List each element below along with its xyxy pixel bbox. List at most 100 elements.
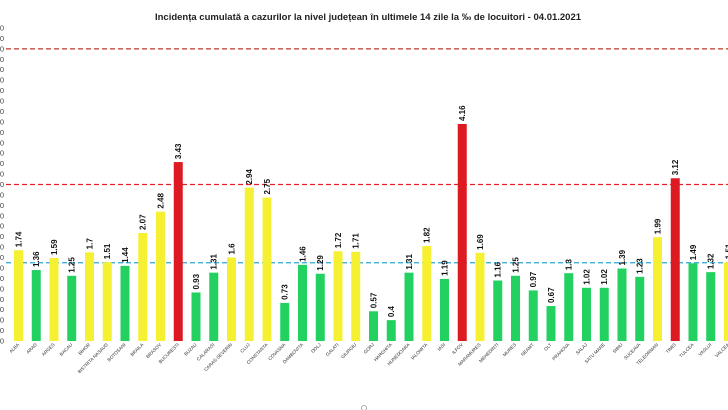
bar-gorj	[369, 311, 378, 341]
value-label: 1.99	[654, 218, 663, 234]
value-label: 1.46	[299, 246, 308, 262]
bar-satu-mare	[599, 287, 609, 341]
value-label: 2.75	[263, 178, 272, 194]
value-label: 1.6	[228, 243, 237, 255]
x-tick-label: ARGES	[41, 342, 56, 357]
y-tick-label: 2.60	[0, 201, 4, 210]
value-label: 1.82	[423, 227, 432, 243]
x-tick-label: NEAMT	[520, 342, 535, 357]
x-tick-label: BOTOSANI	[106, 342, 126, 362]
value-label: 0.97	[529, 271, 538, 287]
bar-buzau	[191, 292, 201, 341]
value-label: 1.02	[600, 269, 609, 285]
value-labels: 1.74 1.36 1.59 1.25 1.7 1.51 1.44 2.07 2.48 3.43 0…	[15, 105, 728, 317]
value-label: 1.16	[494, 261, 503, 277]
value-label: 1.31	[405, 254, 414, 270]
bar-valcea	[724, 262, 728, 341]
x-tick-label: BUZAU	[183, 342, 198, 357]
y-tick-label: 3.20	[0, 170, 4, 179]
value-label: 1.51	[725, 243, 728, 259]
value-label: 1.25	[68, 257, 77, 273]
x-tick-label: IASI	[437, 342, 447, 352]
value-label: 1.51	[103, 243, 112, 259]
value-label: 2.94	[245, 169, 254, 185]
y-tick-label: 0.00	[0, 337, 4, 346]
y-tick-label: 5.20	[0, 65, 4, 74]
value-label: 1.59	[50, 239, 59, 255]
y-tick-label: 2.00	[0, 232, 4, 241]
y-tick-label: 2.80	[0, 190, 4, 199]
bar-neamt	[528, 290, 538, 341]
bar-giurgiu	[351, 251, 361, 341]
value-label: 2.48	[157, 193, 166, 209]
value-label: 1.49	[689, 244, 698, 260]
y-tick-label: 1.80	[0, 243, 4, 252]
x-tick-label: BISTRITA NASAUD	[77, 342, 110, 375]
value-label: 1.23	[636, 258, 645, 274]
x-tick-label: DOLJ	[310, 342, 322, 354]
bar-salaj	[582, 287, 591, 341]
y-tick-label: 5.40	[0, 55, 4, 64]
x-tick-label: BIHOR	[77, 342, 91, 356]
x-tick-label: BRASOV	[145, 342, 163, 360]
bar-prahova	[564, 273, 574, 341]
y-tick-label: 1.40	[0, 263, 4, 272]
x-tick-label: IALOMITA	[410, 342, 429, 361]
value-label: 1.69	[476, 234, 485, 250]
x-tick-label: OLT	[543, 342, 553, 352]
y-tick-label: 6.00	[0, 24, 4, 33]
bar-dambovita	[298, 264, 307, 341]
bar-calarasi	[209, 272, 219, 341]
bar-galati	[333, 251, 343, 341]
x-tick-label: ILFOV	[451, 342, 465, 356]
y-tick-label: 1.20	[0, 274, 4, 283]
y-tick-label: 5.60	[0, 44, 4, 53]
bar-bistrita-nasaud	[102, 262, 112, 341]
bar-braila	[138, 233, 148, 341]
x-tick-label: GALATI	[325, 342, 340, 357]
bar-sibiu	[617, 268, 627, 341]
bar-bihor	[85, 252, 94, 341]
bar-constanta	[262, 197, 272, 341]
bar-mehedinti	[493, 280, 503, 341]
x-tick-label: PRAHOVA	[551, 342, 571, 362]
y-tick-label: 1.60	[0, 253, 4, 262]
bar-vaslui	[706, 272, 716, 341]
bar-botosani	[120, 265, 130, 341]
y-tick-label: 4.80	[0, 86, 4, 95]
x-tick-label: SIBIU	[612, 342, 624, 354]
y-tick-label: 3.60	[0, 149, 4, 158]
bar-timis	[670, 178, 680, 341]
value-label: 1.02	[583, 269, 592, 285]
bar-tulcea	[688, 263, 698, 341]
scroll-handle[interactable]	[361, 405, 367, 410]
bar-arad	[31, 270, 41, 341]
bar-ialomita	[422, 246, 432, 341]
y-tick-label: 0.40	[0, 316, 4, 325]
bar-caras-severin	[227, 257, 236, 341]
bar-suceava	[635, 276, 645, 341]
x-tick-label: VALCEA	[714, 342, 728, 359]
value-label: 1.19	[441, 260, 450, 276]
y-tick-label: 3.80	[0, 138, 4, 147]
bar-alba	[14, 250, 23, 341]
x-tick-label: ARAD	[25, 342, 38, 355]
y-tick-label: 0.60	[0, 305, 4, 314]
y-tick-label: 2.20	[0, 222, 4, 231]
value-label: 0.93	[192, 273, 201, 289]
bar-bucuresti	[173, 162, 183, 341]
y-tick-label: 4.40	[0, 107, 4, 116]
value-label: 2.07	[139, 214, 148, 230]
x-tick-label: BACAU	[59, 342, 74, 357]
bar-hunedoara	[404, 272, 414, 341]
x-tick-label: GORJ	[363, 342, 376, 355]
bar-covasna	[280, 302, 290, 341]
bar-mures	[511, 275, 520, 341]
bar-harghita	[386, 320, 396, 341]
value-label: 1.74	[15, 231, 24, 247]
chart-title: Incidența cumulată a cazurilor la nivel …	[155, 12, 582, 23]
value-label: 1.31	[210, 254, 219, 270]
x-tick-label: BRAILA	[129, 342, 145, 358]
y-tick-label: 4.60	[0, 97, 4, 106]
y-tick-label: 4.00	[0, 128, 4, 137]
